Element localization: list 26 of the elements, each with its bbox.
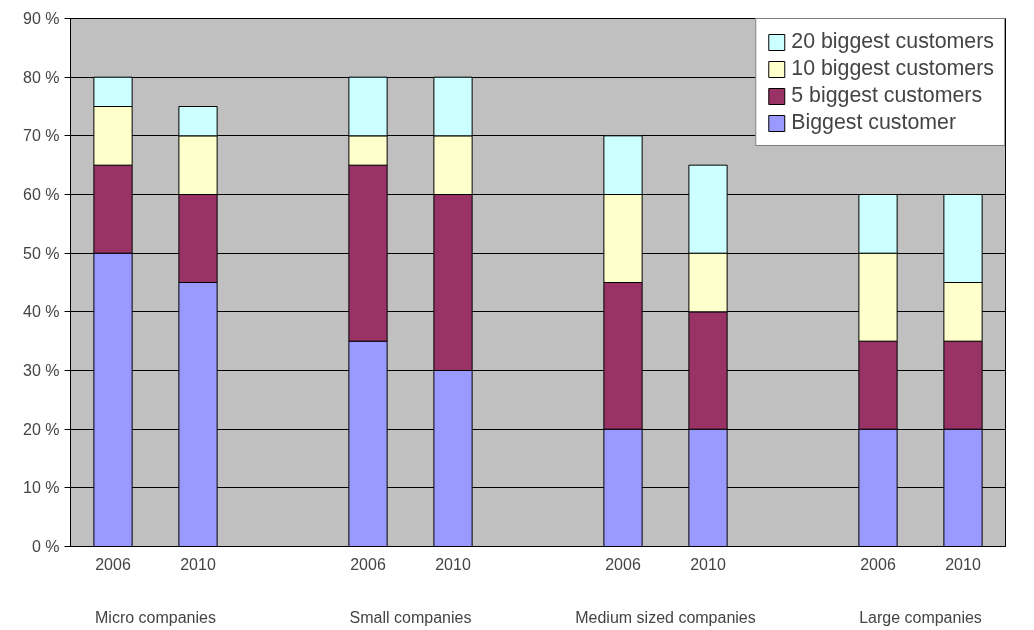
y-tick-label: 90 % xyxy=(23,10,60,27)
y-tick-label: 50 % xyxy=(23,244,60,262)
legend-label: 10 biggest customers xyxy=(791,56,994,81)
y-tick-label: 10 % xyxy=(23,479,60,497)
text: Large companies xyxy=(859,608,982,626)
x-tick-label: 2010 xyxy=(945,555,981,573)
y-tick-label: 20 % xyxy=(23,420,60,438)
x-tick-label: 2006 xyxy=(860,555,896,573)
y-tick-label: 30 % xyxy=(23,362,60,379)
x-tick-label: 2006 xyxy=(350,555,386,573)
y-tick-label: 80 % xyxy=(23,68,60,86)
legend-label: 20 biggest customers xyxy=(791,29,994,54)
text: Medium sized companies xyxy=(575,608,756,626)
text: Micro companies xyxy=(95,608,216,626)
x-tick-label: 2010 xyxy=(180,555,216,573)
x-tick-label: 2010 xyxy=(435,555,471,573)
x-tick-label: 2006 xyxy=(605,555,641,573)
text: Small companies xyxy=(349,608,472,626)
y-tick-label: 70 % xyxy=(23,127,60,145)
y-tick-label: 60 % xyxy=(23,186,60,203)
y-tick-label: 40 % xyxy=(23,303,60,321)
y-tick-label: 0 % xyxy=(31,538,60,555)
x-tick-label: 2006 xyxy=(95,555,131,573)
legend-label: 5 biggest customers xyxy=(791,83,983,108)
legend-label: Biggest customer xyxy=(791,110,957,135)
x-tick-label: 2010 xyxy=(690,555,726,573)
